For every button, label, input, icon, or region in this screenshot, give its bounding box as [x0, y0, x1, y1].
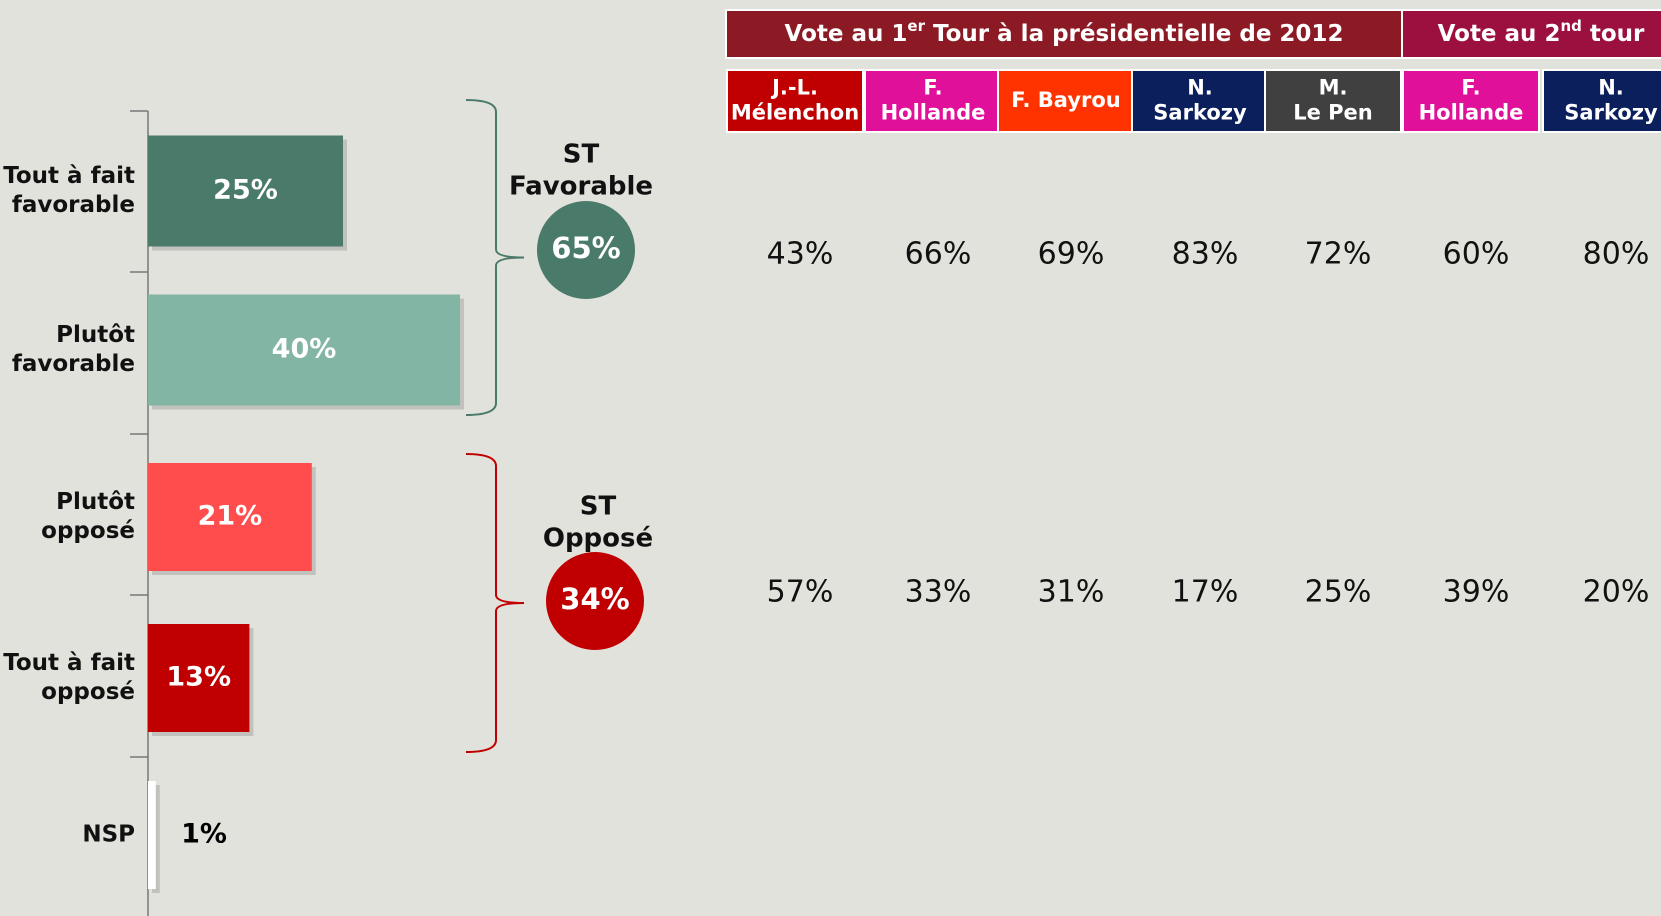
column-header-text: F.	[1461, 76, 1480, 100]
title-sup: er	[907, 17, 925, 35]
category-label: Plutôt	[56, 322, 135, 348]
table-cell: 60%	[1443, 237, 1510, 272]
table-group-title: Vote au 1er Tour à la présidentielle de …	[785, 17, 1344, 47]
title-rest: tour	[1582, 21, 1645, 47]
table-group-header	[1401, 9, 1661, 59]
column-header	[997, 69, 1135, 133]
title-text: Vote au 1	[785, 21, 908, 47]
table-cell: 72%	[1305, 237, 1372, 272]
column-header-text: F. Bayrou	[1011, 88, 1121, 112]
group-total-label: 65%	[551, 231, 620, 265]
table-cell: 20%	[1583, 575, 1650, 610]
category-label: Tout à fait	[3, 650, 135, 676]
category-label: favorable	[12, 351, 135, 377]
column-header	[1542, 69, 1661, 133]
bar	[148, 781, 156, 889]
column-header	[1402, 69, 1540, 133]
table-cell: 69%	[1038, 237, 1105, 272]
column-header-text: Hollande	[881, 101, 986, 125]
column-header-text: N.	[1598, 76, 1624, 100]
column-header-text: Hollande	[1419, 101, 1524, 125]
category-label: NSP	[82, 822, 135, 848]
category-label: Tout à fait	[3, 163, 135, 189]
group-total-label: 34%	[560, 582, 629, 616]
group-total	[546, 552, 644, 650]
group-label: Favorable	[509, 172, 653, 202]
column-header-text: F.	[923, 76, 942, 100]
table-cell: 17%	[1172, 575, 1239, 610]
value-label: 13%	[166, 662, 231, 693]
table-cell: 66%	[905, 237, 972, 272]
category-label: opposé	[41, 679, 135, 705]
table-cell: 39%	[1443, 575, 1510, 610]
group-label: Opposé	[543, 524, 653, 554]
column-header-text: Le Pen	[1293, 101, 1373, 125]
bracket	[465, 453, 525, 753]
value-label: 25%	[213, 175, 278, 206]
title-rest: Tour à la présidentielle de 2012	[925, 21, 1343, 47]
table-group-header	[725, 9, 1403, 59]
column-header-text: J.-L.	[770, 76, 818, 100]
category-label: Plutôt	[56, 489, 135, 515]
table-cell: 33%	[905, 575, 972, 610]
table-cell: 83%	[1172, 237, 1239, 272]
value-label: 1%	[181, 819, 227, 850]
column-header-text: N.	[1187, 76, 1213, 100]
column-header-text: M.	[1319, 76, 1348, 100]
column-header	[1131, 69, 1269, 133]
table-cell: 31%	[1038, 575, 1105, 610]
column-header-text: Sarkozy	[1153, 101, 1247, 125]
title-text: Vote au 2	[1438, 21, 1561, 47]
table-group-title: Vote au 2nd tour	[1438, 17, 1645, 47]
bar-shadow	[152, 785, 160, 893]
title-sup: nd	[1560, 17, 1581, 35]
column-header-text: Sarkozy	[1564, 101, 1658, 125]
bracket	[465, 99, 525, 416]
bar	[148, 624, 250, 732]
bar	[148, 294, 460, 406]
column-header	[864, 69, 1002, 133]
column-header	[726, 69, 864, 133]
group-label: ST	[580, 492, 617, 522]
table-cell: 25%	[1305, 575, 1372, 610]
value-label: 40%	[272, 334, 337, 365]
category-label: favorable	[12, 192, 135, 218]
table-cell: 43%	[767, 237, 834, 272]
table-cell: 57%	[767, 575, 834, 610]
column-header	[1264, 69, 1402, 133]
value-label: 21%	[198, 501, 263, 532]
table-cell: 80%	[1583, 237, 1650, 272]
bar	[148, 135, 343, 247]
group-total	[537, 201, 635, 299]
column-header-text: Mélenchon	[731, 101, 859, 125]
group-label: ST	[563, 140, 600, 170]
bar	[148, 463, 312, 571]
category-label: opposé	[41, 518, 135, 544]
